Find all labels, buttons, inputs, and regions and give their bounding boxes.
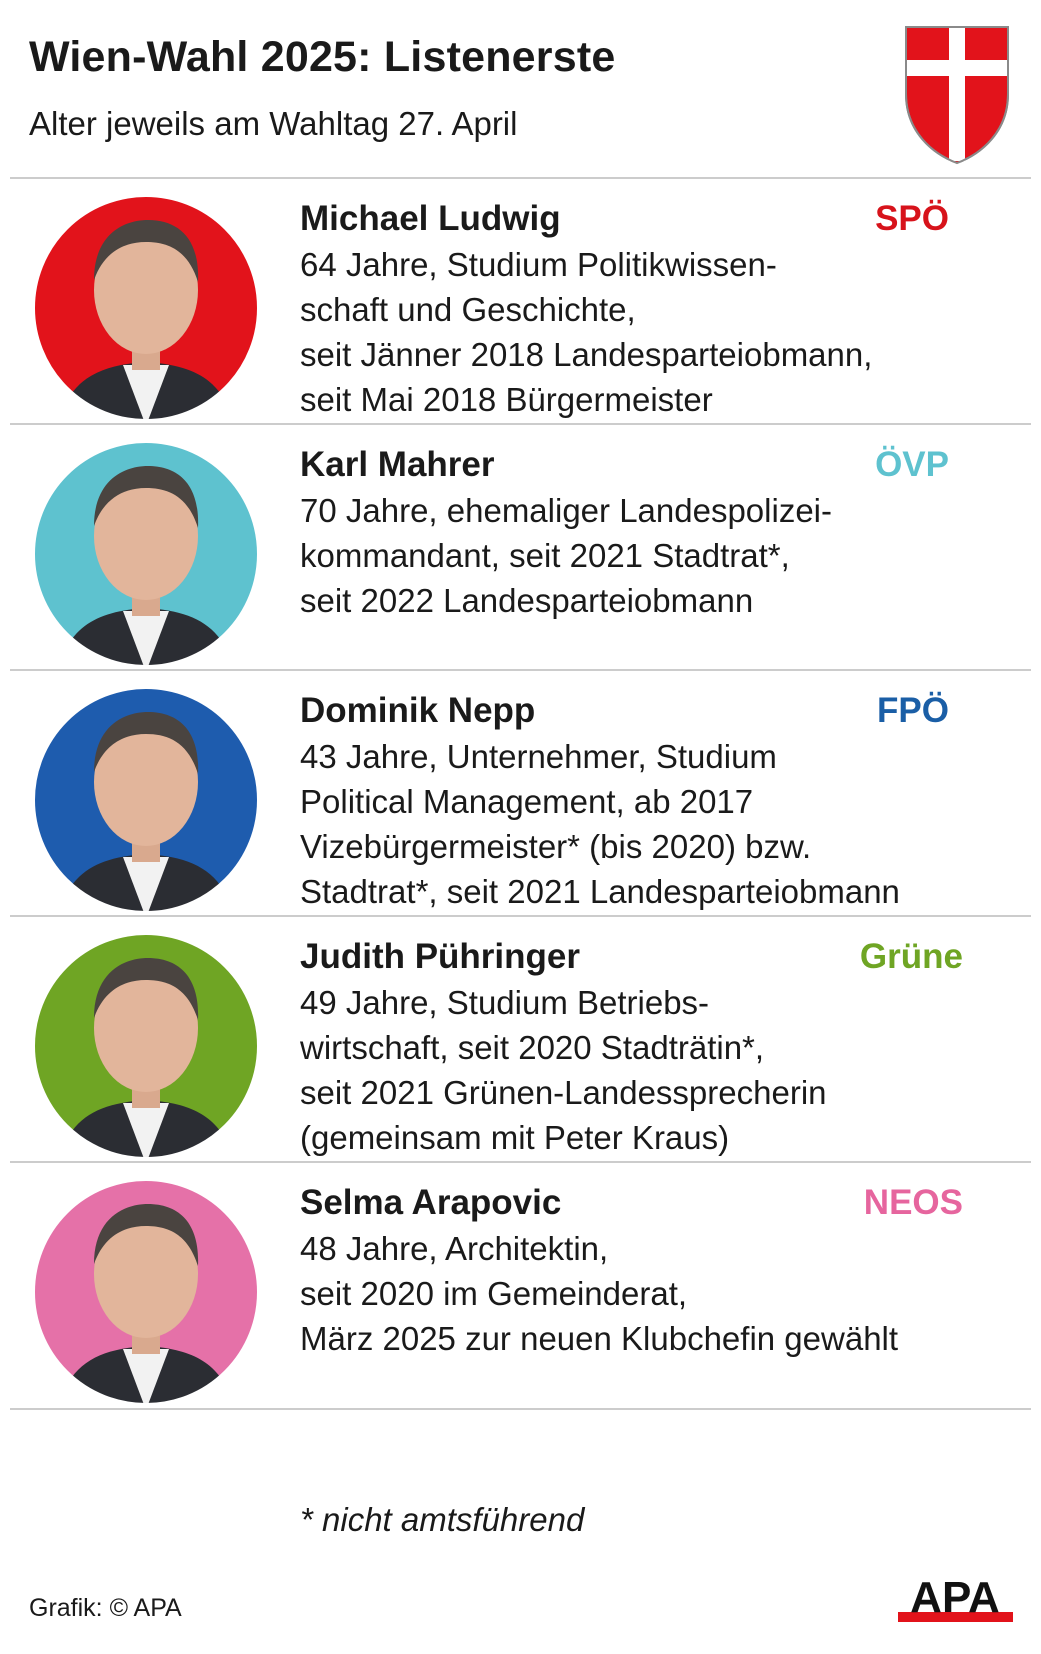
divider	[10, 1408, 1031, 1410]
apa-logo-icon: APA	[898, 1574, 1013, 1622]
candidate-portrait	[33, 933, 259, 1159]
party-label: NEOS	[863, 1183, 963, 1222]
party-label: Grüne	[859, 937, 963, 976]
divider	[10, 915, 1031, 917]
divider	[10, 1161, 1031, 1163]
candidate-row: Michael Ludwig SPÖ 64 Jahre, Studium Polit…	[0, 180, 1041, 438]
description-line: (gemeinsam mit Peter Kraus)	[300, 1119, 730, 1156]
description-line: Stadtrat*, seit 2021 Landesparteiobmann	[300, 873, 900, 910]
divider	[10, 669, 1031, 671]
description-line: 43 Jahre, Unternehmer, Studium	[300, 738, 777, 775]
credit-line: Grafik: © APA	[29, 1594, 182, 1622]
footnote: * nicht amtsführend	[300, 1501, 585, 1538]
vienna-coat-of-arms-icon	[905, 26, 1009, 165]
candidate-description: 64 Jahre, Studium Politikwissen-schaft u…	[300, 242, 1020, 422]
description-line: 48 Jahre, Architektin,	[300, 1230, 609, 1267]
candidate-name: Selma Arapovic	[300, 1183, 562, 1222]
divider	[10, 423, 1031, 425]
candidate-row: Dominik Nepp FPÖ 43 Jahre, Unternehmer, St…	[0, 672, 1041, 930]
description-line: März 2025 zur neuen Klubchefin gewählt	[300, 1320, 899, 1357]
candidate-name: Michael Ludwig	[300, 199, 561, 238]
description-line: seit Mai 2018 Bürgermeister	[300, 381, 713, 418]
page-subtitle: Alter jeweils am Wahltag 27. April	[29, 105, 518, 142]
candidate-portrait	[33, 1179, 259, 1405]
candidate-description: 70 Jahre, ehemaliger Landespolizei-komma…	[300, 488, 1020, 623]
candidate-name: Judith Pühringer	[300, 937, 580, 976]
candidate-description: 43 Jahre, Unternehmer, Studium Political …	[300, 734, 1020, 914]
description-line: wirtschaft, seit 2020 Stadträtin*,	[300, 1029, 765, 1066]
description-line: 49 Jahre, Studium Betriebs-	[300, 984, 710, 1021]
candidate-description: 49 Jahre, Studium Betriebs-wirtschaft, s…	[300, 980, 1020, 1160]
party-label: SPÖ	[875, 199, 949, 238]
description-line: kommandant, seit 2021 Stadtrat*,	[300, 537, 790, 574]
candidate-row: Judith Pühringer Grüne 49 Jahre, Studium B…	[0, 918, 1041, 1176]
candidate-name: Dominik Nepp	[300, 691, 536, 730]
candidate-row: Selma Arapovic NEOS 48 Jahre, Architektin,…	[0, 1164, 1041, 1422]
description-line: 70 Jahre, ehemaliger Landespolizei-	[300, 492, 832, 529]
candidate-portrait	[33, 195, 259, 421]
apa-logo-text: APA	[910, 1574, 1000, 1622]
candidate-portrait	[33, 687, 259, 913]
description-line: Vizebürgermeister* (bis 2020) bzw.	[300, 828, 812, 865]
party-label: ÖVP	[875, 445, 949, 484]
description-line: 64 Jahre, Studium Politikwissen-	[300, 246, 777, 283]
candidate-description: 48 Jahre, Architektin, seit 2020 im Gemei…	[300, 1226, 1020, 1361]
candidate-name: Karl Mahrer	[300, 445, 495, 484]
description-line: seit Jänner 2018 Landesparteiobmann,	[300, 336, 873, 373]
party-label: FPÖ	[877, 691, 949, 730]
divider	[10, 177, 1031, 179]
description-line: seit 2022 Landesparteiobmann	[300, 582, 754, 619]
description-line: seit 2020 im Gemeinderat,	[300, 1275, 688, 1312]
candidate-portrait	[33, 441, 259, 667]
description-line: seit 2021 Grünen-Landessprecherin	[300, 1074, 827, 1111]
description-line: Political Management, ab 2017	[300, 783, 754, 820]
page-title: Wien-Wahl 2025: Listenerste	[29, 33, 616, 81]
description-line: schaft und Geschichte,	[300, 291, 636, 328]
candidate-row: Karl Mahrer ÖVP 70 Jahre, ehemaliger Lande…	[0, 426, 1041, 684]
